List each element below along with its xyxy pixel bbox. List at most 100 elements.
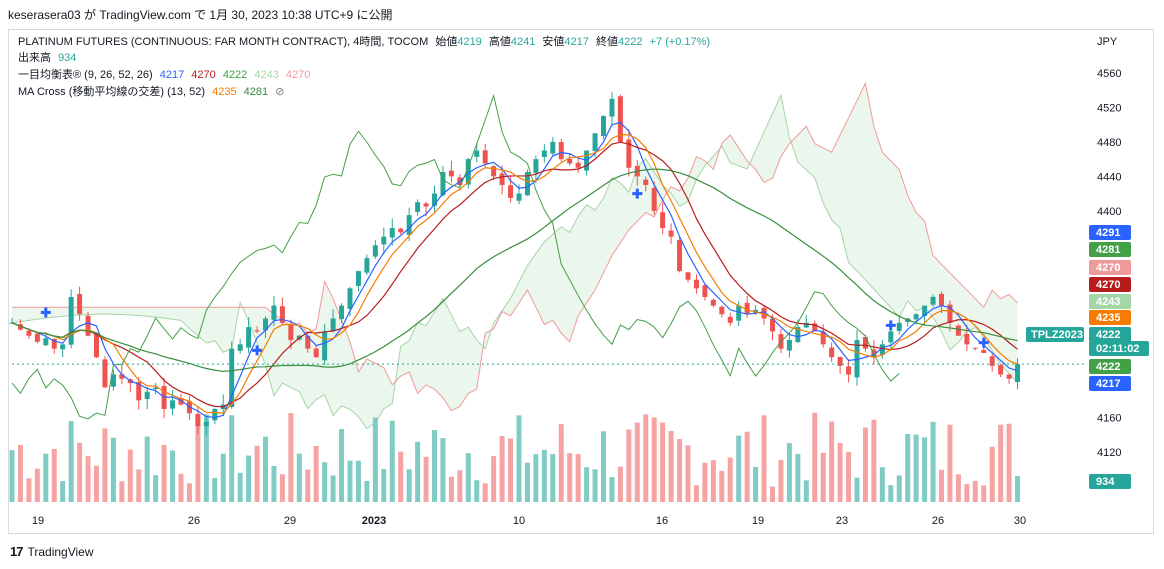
volume-bar [448,476,454,502]
volume-bar [339,429,345,502]
candle-body [803,322,809,328]
candle [660,202,666,235]
ichimoku-kijun: 4270 [191,69,216,81]
volume-bar [34,468,40,502]
candle-body [981,350,987,353]
volume-bar [508,438,514,502]
volume-legend[interactable]: 出来高 934 [18,51,80,65]
candle [837,356,843,374]
candle [110,369,116,391]
candle-body [153,387,159,390]
symbol-legend[interactable]: PLATINUM FUTURES (CONTINUOUS: FAR MONTH … [18,35,714,49]
open-value: 4219 [457,36,482,48]
volume-bar [440,438,446,502]
volume-bar [558,424,564,502]
candle [398,227,404,235]
hide-icon[interactable]: ⊘ [275,86,285,98]
volume-bar [922,437,928,502]
volume-bar [186,483,192,502]
candle [203,417,209,436]
volume-bar [533,454,539,502]
candle [313,345,319,358]
volume-bar [896,475,902,502]
candle [939,291,944,314]
candle-body [930,296,936,305]
volume-bar [609,477,615,502]
volume-bar [998,424,1004,502]
candle-body [355,271,361,286]
open-label: 始値 [435,36,458,48]
volume-bar [846,451,852,502]
volume-bar [668,430,674,502]
candle-body [609,98,615,117]
ichimoku-span-b: 4270 [285,69,311,81]
candle [854,330,860,386]
price-tag: 4222 [1089,327,1131,342]
ichimoku-label: 一目均衡表® (9, 26, 52, 26) [18,69,153,81]
candle-body [550,141,556,154]
ichimoku-span-a: 4243 [254,69,279,81]
volume-bar [195,416,201,502]
candle-body [913,314,919,320]
candle [153,383,159,395]
candle [719,305,725,318]
candle-body [85,315,91,336]
y-tick-label: 4480 [1097,137,1121,149]
candle [68,289,74,349]
volume-bar [829,421,835,502]
volume-value: 934 [58,52,77,64]
volume-bar [778,460,784,502]
candle-body [516,193,522,201]
candle-body [972,347,978,349]
volume-bar [753,466,759,502]
price-tag-text: 4281 [1096,244,1120,256]
volume-bar [702,462,708,502]
candle-body [558,142,564,160]
candle [229,341,235,409]
candle-body [820,331,826,345]
y-tick-label: 4120 [1097,447,1121,459]
volume-tag: 934 [1089,474,1131,489]
candle-body [643,179,649,185]
volume-bar [347,460,353,502]
price-tag: 4235 [1089,310,1131,325]
candle [558,138,564,162]
ma-fast-line [11,134,1018,414]
candle [710,298,716,308]
candle-body [195,413,201,427]
volume-bar [626,429,632,502]
volume-bar [482,483,488,502]
volume-bar [170,450,176,502]
candle-body [998,365,1004,375]
volume-bar [862,427,868,502]
ma-cross-legend[interactable]: MA Cross (移動平均線の交差) (13, 52) 4235 4281 ⊘ [18,85,288,99]
candle-body [60,344,66,350]
price-tag: 4222 [1089,359,1131,374]
y-tick-label: 4160 [1097,413,1121,425]
volume-bar [457,470,463,502]
candle-body [170,400,176,409]
ma-cross-marker [252,345,263,356]
candle-body [94,333,99,358]
volume-label: 出来高 [18,52,51,64]
volume-bar [516,415,522,502]
candle [930,294,936,308]
ichimoku-cloud [12,83,1018,429]
candle [60,344,66,358]
candle [322,323,328,365]
candle [85,312,91,337]
candle-body [947,304,953,323]
symbol-tag: TPLZ2023 [1026,327,1084,342]
price-tag-text: 4222 [1096,361,1120,373]
candle [448,160,454,183]
candle-body [465,159,471,185]
candle-body [305,335,311,349]
ichimoku-legend[interactable]: 一目均衡表® (9, 26, 52, 26) 4217 4270 4222 42… [18,68,314,82]
candle [94,332,99,358]
volume-bar [305,469,311,502]
candle [803,314,809,329]
footer-brand[interactable]: 17 TradingView [10,544,94,559]
ichimoku-tenkan: 4217 [159,69,185,81]
candle [161,377,167,419]
